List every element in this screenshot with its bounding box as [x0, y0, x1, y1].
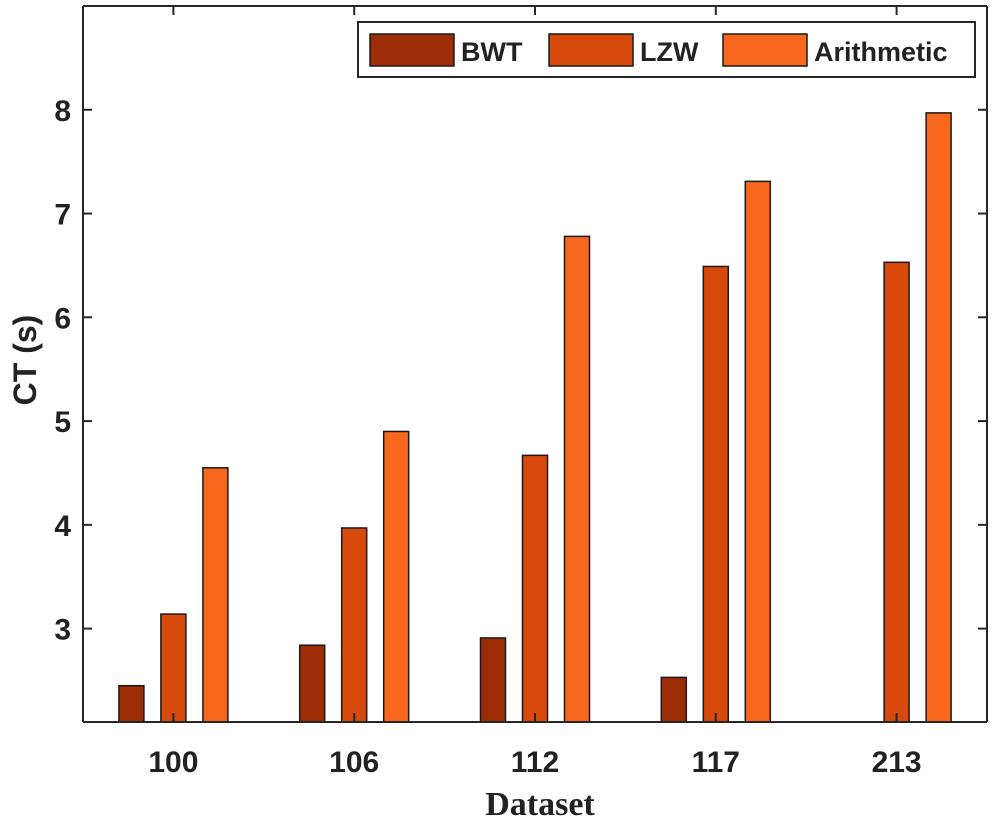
legend-label-lzw: LZW — [640, 37, 699, 67]
bar-lzw-100 — [160, 613, 187, 723]
legend-swatch-arithmetic — [722, 33, 808, 67]
x-tick-label: 112 — [511, 746, 559, 779]
legend-swatch-lzw — [548, 33, 634, 67]
bar-arithmetic-100 — [202, 467, 229, 723]
legend: BWT LZW Arithmetic — [357, 21, 976, 78]
legend-swatch-bwt — [369, 33, 455, 67]
bar-bwt-100 — [118, 684, 145, 723]
x-tick-label: 106 — [329, 746, 379, 779]
bar-lzw-112 — [521, 454, 549, 723]
y-tick-label: 3 — [54, 614, 71, 647]
x-ticks-layer: 100 106 112 117 213 — [148, 6, 922, 779]
bars-layer — [118, 112, 952, 723]
x-tick-label: 213 — [872, 746, 922, 779]
y-tick-label: 6 — [54, 302, 71, 335]
bar-lzw-117 — [702, 265, 730, 723]
x-tick-label: 100 — [148, 746, 198, 779]
bar-bwt-112 — [479, 637, 507, 723]
legend-box — [357, 21, 976, 78]
x-axis-label: Dataset — [485, 786, 595, 823]
x-tick-label: 117 — [692, 746, 740, 779]
bar-bwt-106 — [298, 644, 326, 723]
y-ticks-layer: 3 4 5 6 7 8 — [54, 95, 987, 647]
y-tick-label: 5 — [54, 406, 71, 439]
y-axis-label: CT (s) — [7, 315, 43, 406]
legend-label-bwt: BWT — [461, 37, 523, 67]
bar-arithmetic-106 — [382, 430, 410, 723]
y-tick-label: 7 — [54, 199, 71, 232]
y-tick-label: 8 — [54, 95, 71, 128]
bar-arithmetic-213 — [925, 112, 952, 723]
bar-lzw-213 — [883, 261, 910, 723]
bar-arithmetic-117 — [744, 180, 772, 723]
legend-label-arithmetic: Arithmetic — [814, 37, 948, 67]
bar-bwt-117 — [660, 676, 688, 723]
y-tick-label: 4 — [54, 510, 71, 543]
bar-arithmetic-112 — [563, 235, 591, 723]
bar-lzw-106 — [340, 527, 368, 723]
